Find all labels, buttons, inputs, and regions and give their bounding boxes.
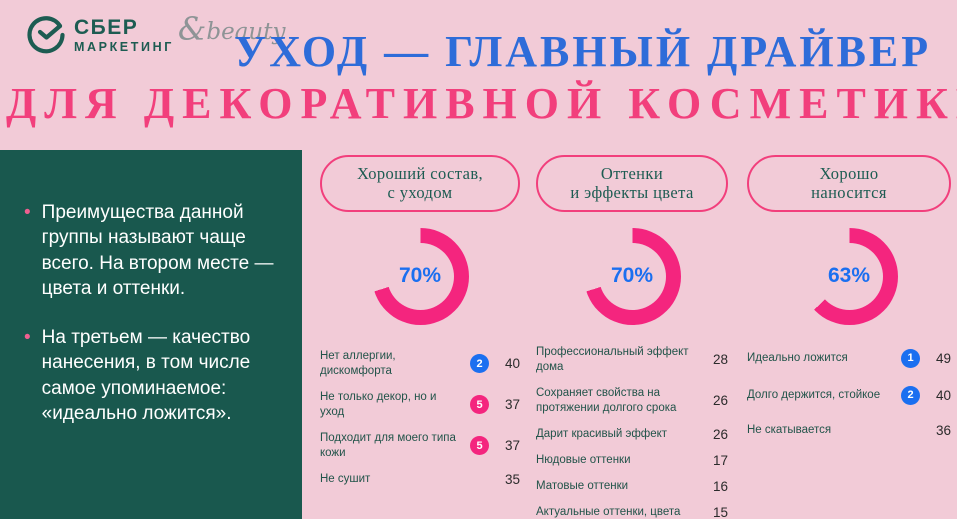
item-value: 49 [935,350,951,366]
item-label: Идеально ложится [747,351,848,364]
item-label: Подходит для моего типа кожи [320,431,456,459]
donut-chart: 70% [371,227,469,325]
item-label: Сохраняет свойства на протяжении долгого… [536,386,677,414]
item-value: 26 [712,426,728,442]
logo-brand-line2: МАРКЕТИНГ [74,40,174,55]
item-label: Не только декор, но и уход [320,390,437,418]
list-item: Подходит для моего типа кожи 5 37 [320,431,520,461]
item-value: 37 [504,438,520,454]
item-value: 26 [712,393,728,409]
donut-chart: 63% [800,227,898,325]
pill-header-line2: и эффекты цвета [570,183,694,203]
column-good-composition: Хороший состав, с уходом 70% Нет аллерги… [320,155,520,498]
bullet-dot: • [24,202,31,223]
list-item: Не только декор, но и уход 5 37 [320,390,520,420]
donut-percent: 70% [610,264,654,288]
item-value: 37 [504,397,520,413]
pill-header-line2: с уходом [387,183,453,203]
attribute-list: Профессиональный эффект дома 28 Сохраняе… [536,345,728,519]
list-item: Профессиональный эффект дома 28 [536,345,728,375]
page-title-line2: ДЛЯ ДЕКОРАТИВНОЙ КОСМЕТИКИ [6,79,957,128]
item-label: Матовые оттенки [536,479,629,492]
sber-circle-icon [27,16,65,54]
bullet-text: Преимущества данной группы называют чаще… [41,202,274,299]
bullet-text: На третьем — качество нанесения, в том ч… [41,327,251,424]
item-label: Нет аллергии, дискомфорта [320,349,396,377]
item-value: 35 [504,471,520,487]
beauty-word: beauty [206,19,286,45]
list-item: Матовые оттенки 16 [536,479,728,494]
bullet-item: • Преимущества данной группы называют ча… [24,200,276,301]
bullet-dot: • [24,327,31,349]
rank-badge: 1 [901,348,920,368]
list-item: Дарит красивый эффект 26 [536,427,728,442]
list-item: Идеально ложится 1 49 [747,348,951,368]
donut-chart: 70% [583,227,681,325]
item-label: Нюдовые оттенки [536,453,631,466]
list-item: Сохраняет свойства на протяжении долгого… [536,386,728,416]
item-label: Не сушит [320,472,371,485]
attribute-list: Нет аллергии, дискомфорта 2 40 Не только… [320,349,520,487]
item-value: 40 [504,356,520,372]
attribute-list: Идеально ложится 1 49 Долго держится, ст… [747,348,951,438]
column-applies-well: Хорошо наносится 63% Идеально ложится 1 … [747,155,951,456]
pill-header-line1: Хорошо [819,164,879,183]
page-title-line1: УХОД — ГЛАВНЫЙ ДРАЙВЕР [234,27,932,76]
item-value: 40 [935,387,951,403]
item-label: Профессиональный эффект дома [536,345,689,373]
donut-percent: 63% [827,264,871,288]
item-label: Не скатывается [747,423,832,436]
pill-header-line1: Оттенки [600,164,664,183]
rank-badge: 5 [470,436,489,456]
list-item: Не сушит 35 [320,472,520,487]
item-value: 28 [712,352,728,368]
list-item: Не скатывается 36 [747,423,951,438]
list-item: Актуальные оттенки, цвета 15 [536,505,728,519]
donut-percent: 70% [398,264,442,288]
pill-header-line1: Хороший состав, [356,164,484,183]
logo-beauty-script: & beauty [178,13,286,45]
brand-logo: СБЕР МАРКЕТИНГ & beauty [26,13,285,55]
rank-badge: 2 [901,385,920,405]
pill-header: Хорошо наносится [747,155,951,212]
item-label: Актуальные оттенки, цвета [536,505,681,518]
item-label: Дарит красивый эффект [536,427,668,440]
item-value: 17 [712,452,728,468]
column-shades-effects: Оттенки и эффекты цвета 70% Профессионал… [536,155,728,519]
item-value: 16 [712,478,728,494]
logo-brand-line1: СБЕР [74,16,139,39]
list-item: Нюдовые оттенки 17 [536,453,728,468]
ampersand: & [177,10,207,48]
item-value: 15 [712,504,728,519]
item-label: Долго держится, стойкое [747,388,881,401]
pill-header-line2: наносится [811,183,887,203]
insight-panel: • Преимущества данной группы называют ча… [0,150,302,519]
rank-badge: 2 [470,354,489,374]
list-item: Долго держится, стойкое 2 40 [747,385,951,405]
pill-header: Оттенки и эффекты цвета [536,155,728,212]
rank-badge: 5 [470,395,489,415]
list-item: Нет аллергии, дискомфорта 2 40 [320,349,520,379]
item-value: 36 [935,422,951,438]
logo-wordmark: СБЕР МАРКЕТИНГ [74,16,174,55]
bullet-item: • На третьем — качество нанесения, в том… [24,325,276,426]
pill-header: Хороший состав, с уходом [320,155,520,212]
